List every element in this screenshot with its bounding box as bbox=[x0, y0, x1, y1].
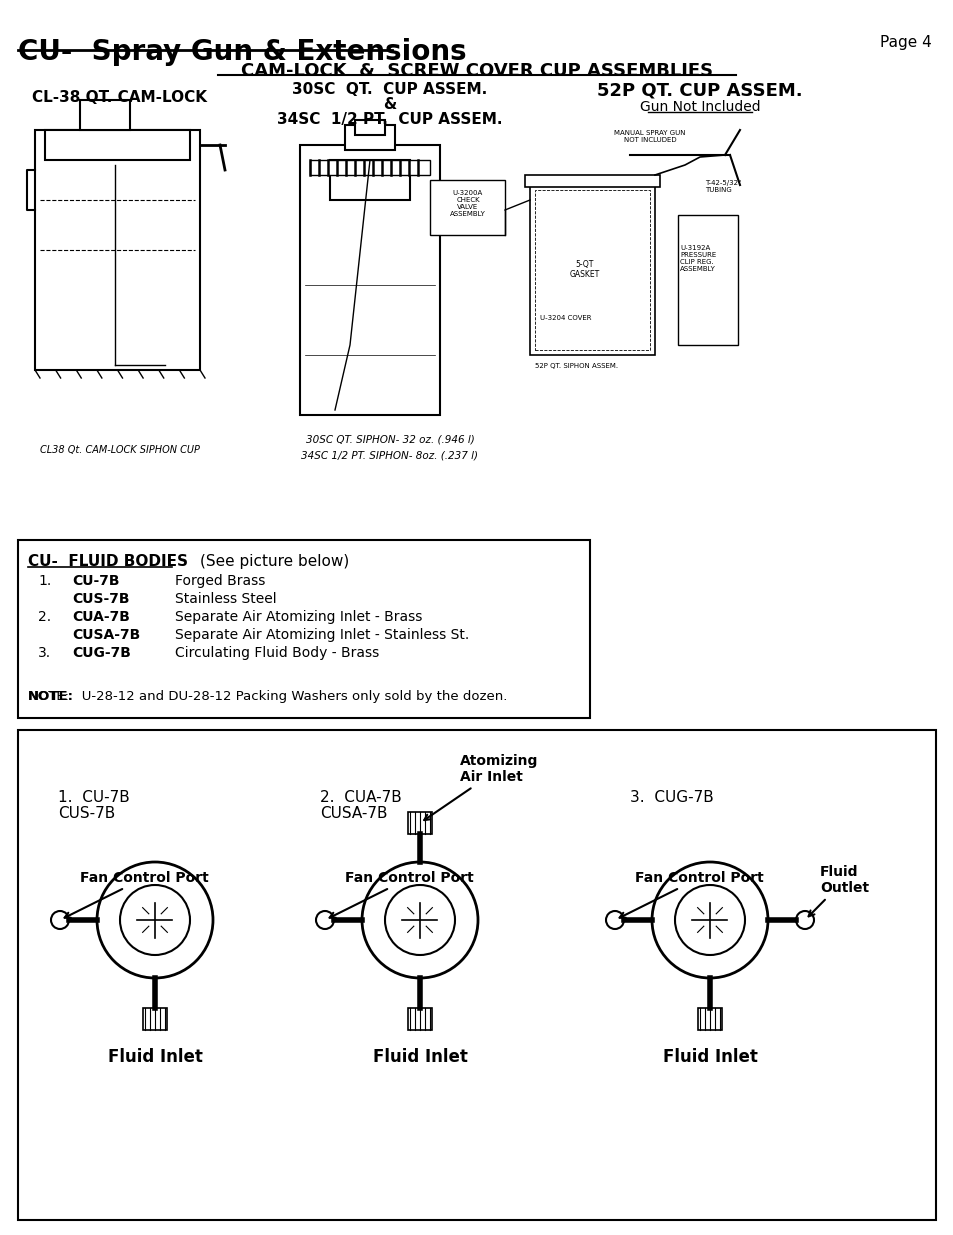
Text: NOTE:: NOTE: bbox=[28, 690, 74, 703]
Text: Forged Brass: Forged Brass bbox=[174, 574, 265, 588]
Text: 52P QT. CUP ASSEM.: 52P QT. CUP ASSEM. bbox=[597, 82, 802, 100]
Circle shape bbox=[795, 911, 813, 929]
Text: U-3204 COVER: U-3204 COVER bbox=[539, 315, 591, 321]
Circle shape bbox=[675, 885, 744, 955]
Text: Stainless Steel: Stainless Steel bbox=[174, 592, 276, 606]
Circle shape bbox=[51, 911, 69, 929]
Text: Circulating Fluid Body - Brass: Circulating Fluid Body - Brass bbox=[174, 646, 379, 659]
Bar bbox=[524, 175, 659, 186]
Text: U-3200A
CHECK
VALVE
ASSEMBLY: U-3200A CHECK VALVE ASSEMBLY bbox=[450, 190, 485, 217]
Text: MANUAL SPRAY GUN
NOT INCLUDED: MANUAL SPRAY GUN NOT INCLUDED bbox=[614, 130, 685, 143]
Text: CUSA-7B: CUSA-7B bbox=[319, 806, 387, 821]
Bar bbox=[408, 1008, 432, 1030]
Circle shape bbox=[315, 911, 334, 929]
Text: CAM-LOCK  &  SCREW COVER CUP ASSEMBLIES: CAM-LOCK & SCREW COVER CUP ASSEMBLIES bbox=[241, 62, 712, 80]
Bar bbox=[430, 180, 504, 235]
Text: CUS-7B: CUS-7B bbox=[71, 592, 130, 606]
Bar bbox=[18, 540, 589, 718]
Circle shape bbox=[120, 885, 190, 955]
Text: Fluid Inlet: Fluid Inlet bbox=[662, 1049, 757, 1066]
Text: &: & bbox=[383, 98, 396, 112]
Text: NOTE:   U-28-12 and DU-28-12 Packing Washers only sold by the dozen.: NOTE: U-28-12 and DU-28-12 Packing Washe… bbox=[28, 690, 507, 703]
Text: 1.  CU-7B: 1. CU-7B bbox=[58, 790, 130, 805]
Text: Gun Not Included: Gun Not Included bbox=[639, 100, 760, 114]
Bar bbox=[18, 730, 935, 1220]
Bar bbox=[408, 811, 432, 834]
Text: 30SC QT. SIPHON- 32 oz. (.946 l): 30SC QT. SIPHON- 32 oz. (.946 l) bbox=[305, 435, 474, 445]
Text: CUSA-7B: CUSA-7B bbox=[71, 629, 140, 642]
Circle shape bbox=[605, 911, 623, 929]
Bar bbox=[678, 215, 738, 345]
Text: T-42-5/32"
TUBING: T-42-5/32" TUBING bbox=[704, 180, 740, 193]
Text: Separate Air Atomizing Inlet - Brass: Separate Air Atomizing Inlet - Brass bbox=[174, 610, 422, 624]
Text: 3.: 3. bbox=[38, 646, 51, 659]
Text: CUA-7B: CUA-7B bbox=[71, 610, 130, 624]
Text: CL-38 QT. CAM-LOCK: CL-38 QT. CAM-LOCK bbox=[32, 90, 208, 105]
Text: CUG-7B: CUG-7B bbox=[71, 646, 131, 659]
Text: CUS-7B: CUS-7B bbox=[58, 806, 115, 821]
Circle shape bbox=[361, 862, 477, 978]
Text: 30SC  QT.  CUP ASSEM.: 30SC QT. CUP ASSEM. bbox=[292, 82, 487, 98]
Bar bbox=[35, 130, 200, 370]
Bar bbox=[45, 130, 190, 161]
Bar bbox=[310, 161, 430, 175]
Bar bbox=[299, 144, 439, 415]
Circle shape bbox=[385, 885, 455, 955]
Text: 34SC  1/2 PT.  CUP ASSEM.: 34SC 1/2 PT. CUP ASSEM. bbox=[277, 112, 502, 127]
Text: U-3192A
PRESSURE
CLIP REG.
ASSEMBLY: U-3192A PRESSURE CLIP REG. ASSEMBLY bbox=[679, 245, 716, 272]
Text: Atomizing
Air Inlet: Atomizing Air Inlet bbox=[424, 753, 537, 820]
Bar bbox=[355, 120, 385, 135]
Text: Fluid Inlet: Fluid Inlet bbox=[373, 1049, 467, 1066]
Bar bbox=[80, 100, 130, 130]
Text: 2.  CUA-7B: 2. CUA-7B bbox=[319, 790, 401, 805]
Text: 3.  CUG-7B: 3. CUG-7B bbox=[629, 790, 713, 805]
Circle shape bbox=[97, 862, 213, 978]
Bar bbox=[530, 185, 655, 354]
Text: Fan Control Port: Fan Control Port bbox=[618, 871, 763, 918]
Text: (See picture below): (See picture below) bbox=[200, 555, 349, 569]
Text: CU-  FLUID BODIES: CU- FLUID BODIES bbox=[28, 555, 188, 569]
Text: CL38 Qt. CAM-LOCK SIPHON CUP: CL38 Qt. CAM-LOCK SIPHON CUP bbox=[40, 445, 200, 454]
Text: 34SC 1/2 PT. SIPHON- 8oz. (.237 l): 34SC 1/2 PT. SIPHON- 8oz. (.237 l) bbox=[301, 450, 478, 459]
Text: 52P QT. SIPHON ASSEM.: 52P QT. SIPHON ASSEM. bbox=[535, 363, 618, 369]
Text: CU-  Spray Gun & Extensions: CU- Spray Gun & Extensions bbox=[18, 38, 466, 65]
Text: Fluid Inlet: Fluid Inlet bbox=[108, 1049, 202, 1066]
Bar bbox=[698, 1008, 721, 1030]
Text: CU-7B: CU-7B bbox=[71, 574, 119, 588]
Bar bbox=[143, 1008, 167, 1030]
Bar bbox=[330, 161, 410, 200]
Text: 2.: 2. bbox=[38, 610, 51, 624]
Text: Fan Control Port: Fan Control Port bbox=[65, 871, 209, 918]
Text: Fluid
Outlet: Fluid Outlet bbox=[808, 864, 868, 916]
Text: Fan Control Port: Fan Control Port bbox=[329, 871, 474, 918]
Text: Page 4: Page 4 bbox=[879, 35, 931, 49]
Text: Separate Air Atomizing Inlet - Stainless St.: Separate Air Atomizing Inlet - Stainless… bbox=[174, 629, 469, 642]
Bar bbox=[345, 125, 395, 149]
Text: 1.: 1. bbox=[38, 574, 51, 588]
Circle shape bbox=[651, 862, 767, 978]
Bar bbox=[535, 190, 649, 350]
Text: 5-QT
GASKET: 5-QT GASKET bbox=[569, 261, 599, 279]
